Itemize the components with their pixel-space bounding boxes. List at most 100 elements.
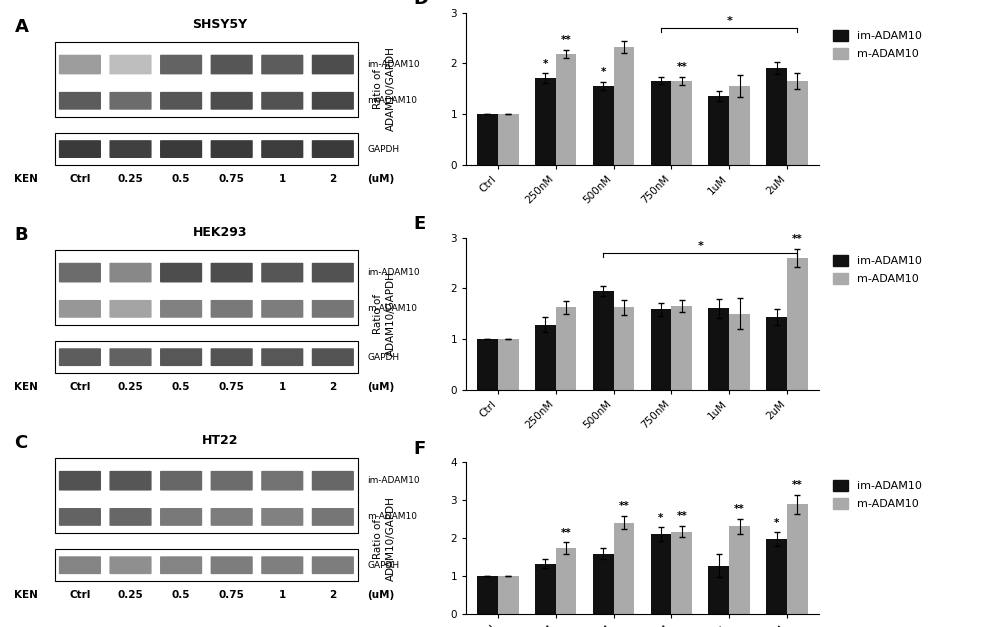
FancyBboxPatch shape (59, 508, 101, 526)
Text: **: ** (676, 512, 687, 522)
Text: GAPDH: GAPDH (367, 145, 399, 154)
Bar (556, 54, 576, 164)
FancyBboxPatch shape (312, 263, 354, 283)
Bar (477, 339, 498, 389)
Bar (787, 81, 808, 164)
FancyBboxPatch shape (160, 55, 202, 75)
Bar (593, 291, 614, 389)
Text: KEN: KEN (14, 590, 38, 600)
FancyBboxPatch shape (160, 556, 202, 574)
Text: A: A (14, 18, 28, 36)
Bar (556, 307, 576, 389)
FancyBboxPatch shape (211, 556, 253, 574)
Text: 0.5: 0.5 (172, 174, 190, 184)
Bar (55, 549, 358, 581)
Text: **: ** (676, 62, 687, 72)
Text: m-ADAM10: m-ADAM10 (367, 97, 417, 105)
FancyBboxPatch shape (109, 508, 152, 526)
FancyBboxPatch shape (59, 55, 101, 75)
Text: Ctrl: Ctrl (69, 382, 91, 393)
FancyBboxPatch shape (211, 140, 253, 158)
FancyBboxPatch shape (109, 92, 152, 110)
Text: 2: 2 (329, 382, 336, 393)
Text: 0.75: 0.75 (219, 382, 245, 393)
Bar (787, 504, 808, 614)
Bar (671, 532, 692, 614)
Text: 1: 1 (279, 382, 286, 393)
FancyBboxPatch shape (160, 348, 202, 366)
Text: (uM): (uM) (367, 590, 394, 600)
FancyBboxPatch shape (109, 471, 152, 490)
Text: *: * (697, 241, 703, 251)
Bar (55, 250, 358, 325)
FancyBboxPatch shape (261, 508, 303, 526)
Text: 1: 1 (279, 590, 286, 600)
Text: 0.5: 0.5 (172, 382, 190, 393)
FancyBboxPatch shape (211, 348, 253, 366)
Bar (593, 554, 614, 614)
FancyBboxPatch shape (211, 55, 253, 75)
Text: KEN: KEN (14, 174, 38, 184)
Bar (766, 317, 787, 389)
Y-axis label: Ratio of
ADAM10/GAPDH: Ratio of ADAM10/GAPDH (373, 496, 395, 581)
Text: *: * (774, 518, 779, 528)
Text: 0.25: 0.25 (118, 174, 143, 184)
FancyBboxPatch shape (312, 92, 354, 110)
FancyBboxPatch shape (261, 55, 303, 75)
Text: KEN: KEN (14, 382, 38, 393)
Y-axis label: Ratio of
ADAM10/GAPDH: Ratio of ADAM10/GAPDH (373, 271, 395, 356)
Text: F: F (413, 440, 425, 458)
FancyBboxPatch shape (312, 55, 354, 75)
Text: E: E (413, 215, 425, 233)
Bar (787, 258, 808, 389)
Legend: im-ADAM10, m-ADAM10: im-ADAM10, m-ADAM10 (833, 255, 922, 284)
FancyBboxPatch shape (261, 92, 303, 110)
Text: 1: 1 (279, 174, 286, 184)
Text: 0.5: 0.5 (172, 590, 190, 600)
FancyBboxPatch shape (59, 263, 101, 283)
FancyBboxPatch shape (312, 300, 354, 318)
FancyBboxPatch shape (211, 92, 253, 110)
Bar (671, 81, 692, 164)
FancyBboxPatch shape (261, 263, 303, 283)
Text: 0.25: 0.25 (118, 382, 143, 393)
FancyBboxPatch shape (211, 263, 253, 283)
Bar (55, 134, 358, 165)
Text: *: * (543, 59, 548, 69)
Y-axis label: Ratio of
ADAM10/GAPDH: Ratio of ADAM10/GAPDH (373, 46, 395, 131)
Bar (708, 96, 729, 164)
FancyBboxPatch shape (160, 471, 202, 490)
Bar (729, 86, 750, 164)
Text: **: ** (734, 504, 745, 514)
Text: **: ** (619, 501, 629, 511)
FancyBboxPatch shape (261, 471, 303, 490)
Bar (729, 314, 750, 389)
Bar (614, 47, 634, 164)
FancyBboxPatch shape (59, 348, 101, 366)
Text: (uM): (uM) (367, 382, 394, 393)
Bar (55, 341, 358, 373)
FancyBboxPatch shape (312, 556, 354, 574)
FancyBboxPatch shape (109, 263, 152, 283)
Text: B: B (14, 226, 28, 244)
Text: SHSY5Y: SHSY5Y (192, 18, 247, 31)
FancyBboxPatch shape (160, 263, 202, 283)
Bar (651, 310, 671, 389)
Bar (55, 42, 358, 117)
FancyBboxPatch shape (160, 140, 202, 158)
FancyBboxPatch shape (211, 471, 253, 490)
FancyBboxPatch shape (59, 92, 101, 110)
Bar (556, 548, 576, 614)
Bar (535, 78, 556, 164)
FancyBboxPatch shape (211, 300, 253, 318)
Text: m-ADAM10: m-ADAM10 (367, 512, 417, 522)
Bar (477, 114, 498, 164)
FancyBboxPatch shape (160, 508, 202, 526)
FancyBboxPatch shape (59, 140, 101, 158)
Bar (593, 86, 614, 164)
Bar (477, 576, 498, 614)
Text: 2: 2 (329, 174, 336, 184)
Text: HT22: HT22 (202, 435, 238, 447)
Bar (671, 306, 692, 389)
Text: *: * (726, 16, 732, 26)
